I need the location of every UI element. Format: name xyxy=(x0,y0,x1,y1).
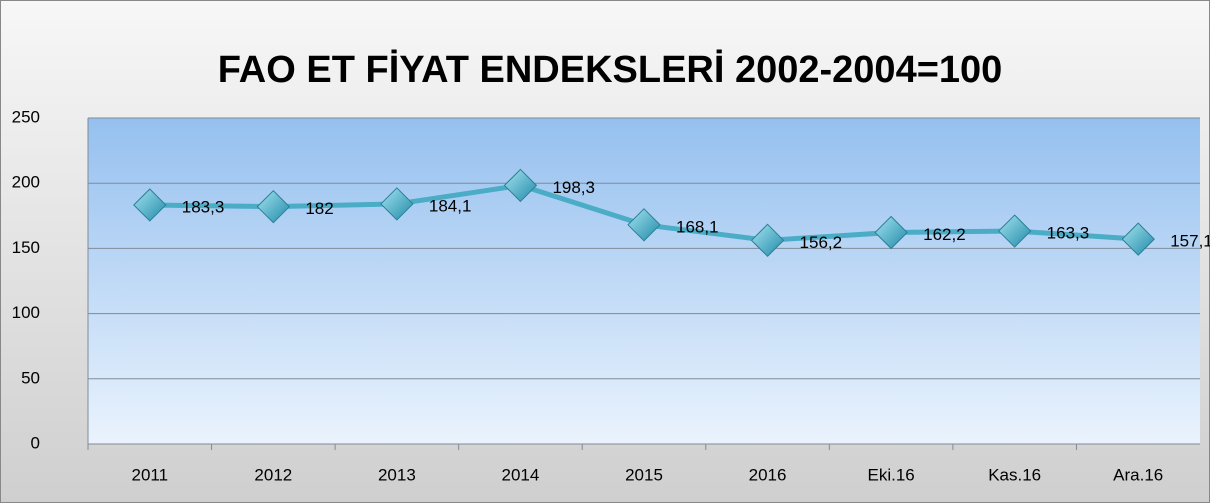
data-label: 156,2 xyxy=(800,233,843,252)
marker xyxy=(874,215,908,250)
x-tick-label: Eki.16 xyxy=(867,465,914,484)
data-label: 163,3 xyxy=(1047,224,1090,243)
x-tick-label: Kas.16 xyxy=(988,465,1041,484)
marker xyxy=(503,168,538,203)
data-label: 157,1 xyxy=(1170,232,1210,251)
data-label: 183,3 xyxy=(182,197,225,216)
x-tick-label: 2011 xyxy=(131,465,168,484)
marker xyxy=(997,214,1032,248)
plot-area xyxy=(88,118,1200,444)
marker xyxy=(750,223,785,258)
data-label: 198,3 xyxy=(552,178,595,197)
x-tick-label: 2014 xyxy=(502,465,540,484)
y-tick-label: 0 xyxy=(31,433,40,452)
y-tick-label: 250 xyxy=(12,107,40,126)
marker xyxy=(627,208,661,242)
x-tick-label: 2016 xyxy=(749,465,787,484)
data-label: 184,1 xyxy=(429,196,472,215)
x-tick-label: 2013 xyxy=(378,465,416,484)
y-tick-label: 200 xyxy=(12,173,40,192)
y-tick-label: 50 xyxy=(21,368,40,387)
marker xyxy=(380,187,414,221)
data-label: 168,1 xyxy=(676,217,719,236)
marker xyxy=(1121,222,1155,256)
x-tick-label: 2015 xyxy=(625,465,663,484)
data-label: 182 xyxy=(305,199,333,218)
marker xyxy=(133,188,167,222)
marker xyxy=(256,189,291,224)
x-tick-label: 2012 xyxy=(254,465,292,484)
x-tick-label: Ara.16 xyxy=(1113,465,1163,484)
y-tick-label: 100 xyxy=(12,303,40,322)
data-label: 162,2 xyxy=(923,225,966,244)
y-tick-label: 150 xyxy=(12,238,40,257)
chart-title: FAO ET FİYAT ENDEKSLERİ 2002-2004=100 xyxy=(218,49,1003,91)
